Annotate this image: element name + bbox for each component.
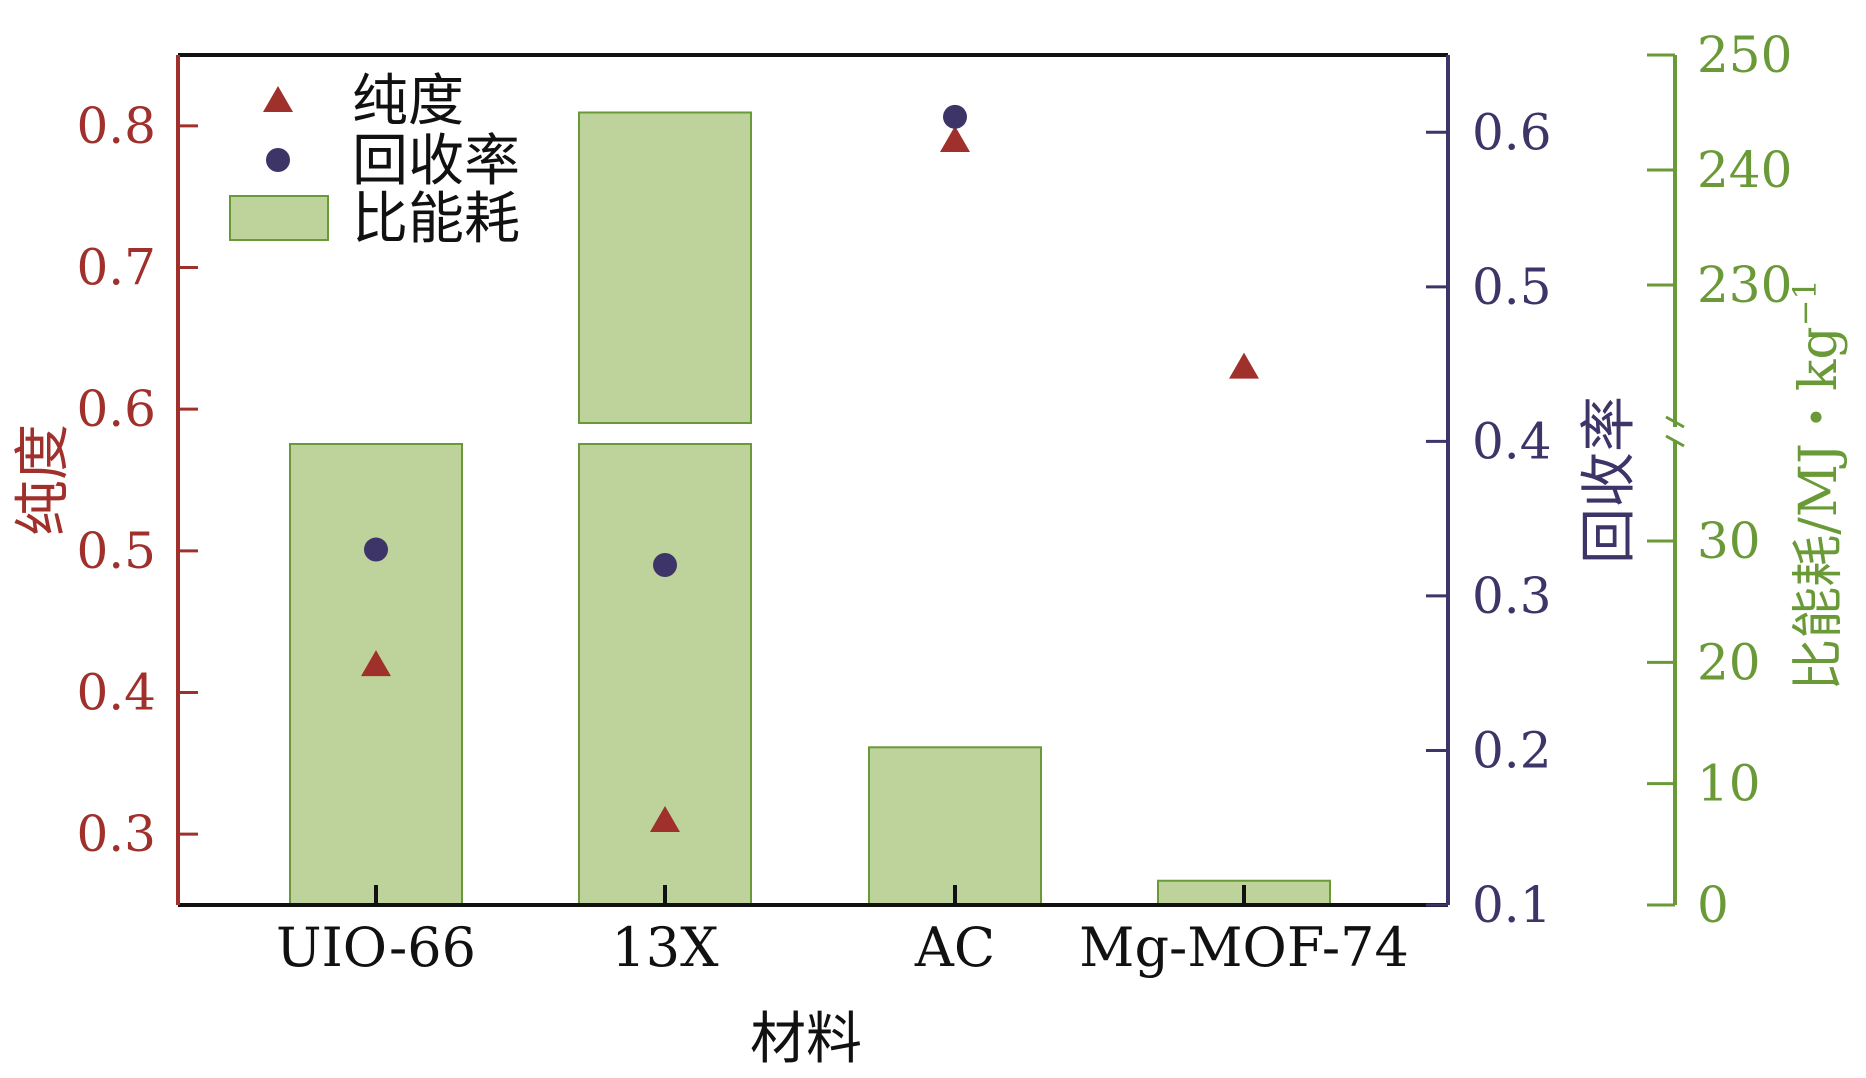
recovery-axis-title: 回收率 [1577, 396, 1642, 564]
purity-tick-label: 0.8 [76, 97, 156, 155]
energy-axis-title-superscript: −1 [1786, 279, 1824, 326]
bar-energy-lower [578, 443, 752, 906]
x-tick-label: Mg-MOF-74 [1079, 916, 1409, 979]
energy-tick-label: 0 [1697, 876, 1729, 934]
purity-axis: 0.3 0.4 0.5 0.6 0.7 0.8 [76, 55, 198, 905]
recovery-point [364, 537, 388, 562]
recovery-tick-label: 0.1 [1472, 876, 1552, 934]
recovery-tick-label: 0.5 [1472, 258, 1552, 316]
purity-tick-label: 0.6 [76, 380, 156, 438]
purity-point [361, 650, 391, 677]
x-axis-title: 材料 [750, 1007, 862, 1072]
recovery-tick-label: 0.6 [1472, 103, 1552, 161]
energy-tick-label: 20 [1697, 633, 1761, 691]
point-layer [361, 104, 1259, 832]
legend-bar-swatch [229, 195, 329, 241]
legend-label: 回收率 [352, 129, 520, 194]
energy-tick-label: 240 [1697, 141, 1792, 199]
axis-titles: 材料 纯度 回收率 比能耗/MJ・kg−1 [11, 279, 1849, 1072]
purity-tick-label: 0.7 [76, 239, 156, 297]
energy-axis-title-text: 比能耗/MJ・kg [1789, 326, 1849, 690]
x-tick-label: 13X [611, 916, 719, 979]
energy-axis: 0 10 20 30 230 240 250 [1647, 26, 1792, 934]
purity-tick-label: 0.5 [76, 522, 156, 580]
plot-frame [178, 53, 1448, 907]
energy-axis-title: 比能耗/MJ・kg−1 [1786, 279, 1849, 691]
legend-label: 比能耗 [352, 187, 520, 252]
legend-triangle-marker [263, 86, 293, 112]
purity-point [940, 126, 970, 152]
energy-tick-label: 30 [1697, 512, 1761, 570]
purity-axis-title: 纯度 [11, 424, 76, 536]
recovery-axis: 0.1 0.2 0.3 0.4 0.5 0.6 [1426, 55, 1552, 934]
purity-tick-label: 0.4 [76, 664, 156, 722]
legend-label: 纯度 [352, 69, 464, 134]
x-tick-label: AC [914, 916, 995, 979]
energy-axis-break-mark [1665, 415, 1685, 448]
x-tick-label: UIO-66 [276, 916, 476, 979]
legend-circle-marker [266, 148, 290, 172]
energy-tick-label: 230 [1697, 256, 1792, 314]
recovery-point [943, 104, 967, 129]
bar-energy-upper [578, 111, 752, 424]
x-axis: UIO-66 13X AC Mg-MOF-74 [276, 885, 1409, 979]
recovery-point [653, 553, 677, 577]
recovery-tick-label: 0.4 [1472, 412, 1552, 470]
energy-tick-label: 10 [1697, 755, 1761, 813]
recovery-tick-label: 0.2 [1472, 721, 1552, 779]
purity-point [650, 806, 680, 832]
purity-tick-label: 0.3 [76, 805, 156, 863]
recovery-tick-label: 0.3 [1472, 567, 1552, 625]
bar-energy [868, 746, 1042, 907]
purity-point [1229, 352, 1259, 379]
energy-tick-label: 250 [1697, 26, 1792, 84]
